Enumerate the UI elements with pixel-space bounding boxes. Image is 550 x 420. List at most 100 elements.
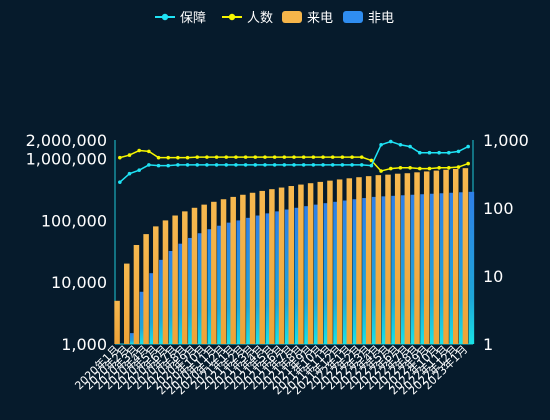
bar-laidian — [288, 186, 294, 344]
legend-bar-swatch — [282, 11, 302, 23]
legend-item-renshu[interactable]: 人数 — [222, 11, 273, 26]
renshu-point — [234, 155, 238, 159]
bar-feidian — [159, 259, 165, 344]
baozhang-point — [379, 142, 383, 147]
baozhang-point — [340, 163, 345, 167]
renshu-point — [340, 155, 345, 159]
bar-laidian — [182, 211, 188, 344]
bar-feidian — [139, 291, 146, 344]
bar-laidian — [414, 172, 420, 344]
renshu-point — [156, 155, 161, 160]
bar-feidian — [371, 196, 378, 344]
legend-marker — [228, 13, 236, 21]
bar-laidian — [114, 300, 120, 344]
bar-feidian — [197, 233, 204, 344]
baozhang-point — [359, 163, 364, 167]
bar-laidian — [133, 244, 140, 344]
bar-laidian — [346, 178, 353, 344]
bar-feidian — [391, 195, 397, 344]
renshu-point — [185, 155, 190, 160]
bar-feidian — [381, 196, 388, 344]
renshu-point — [243, 155, 248, 159]
baozhang-point — [263, 163, 267, 167]
renshu-point — [253, 155, 258, 159]
bar-feidian — [168, 250, 175, 344]
bar-laidian — [462, 168, 469, 344]
renshu-point — [214, 155, 219, 159]
bar-laidian — [259, 190, 265, 344]
y-right-tick-label: 100 — [483, 199, 514, 218]
renshu-point — [272, 155, 277, 159]
renshu-point — [301, 155, 306, 159]
bar-laidian — [423, 171, 430, 344]
renshu-point — [118, 155, 122, 160]
bar-laidian — [298, 184, 304, 344]
renshu-point — [330, 155, 335, 159]
bar-laidian — [240, 194, 246, 344]
bar-feidian — [342, 200, 349, 344]
baozhang-point — [272, 163, 277, 167]
baozhang-point — [137, 168, 141, 172]
bar-feidian — [246, 217, 252, 344]
renshu-point — [466, 161, 470, 166]
baozhang-point — [166, 163, 171, 168]
bar-feidian — [333, 201, 339, 344]
bar-laidian — [172, 215, 178, 344]
bar-laidian — [249, 192, 256, 344]
baozhang-point — [195, 163, 200, 167]
renshu-point — [292, 155, 296, 159]
bar-feidian — [188, 237, 194, 344]
lines — [118, 139, 470, 184]
renshu-point — [350, 155, 354, 159]
bar-laidian — [211, 201, 217, 344]
baozhang-point — [234, 163, 238, 167]
baozhang-point — [147, 163, 151, 167]
bar-feidian — [439, 193, 446, 344]
legend-item-feidian[interactable]: 非电 — [343, 11, 394, 26]
baozhang-point — [427, 150, 432, 155]
bar-laidian — [124, 263, 130, 344]
bar-feidian — [178, 243, 184, 344]
bar-feidian — [458, 192, 465, 344]
renshu-point — [176, 155, 180, 160]
bar-feidian — [313, 204, 320, 344]
legend-item-laidian[interactable]: 来电 — [282, 11, 333, 26]
renshu-point — [417, 166, 422, 171]
bar-feidian — [429, 193, 436, 344]
bar-laidian — [143, 234, 149, 344]
baozhang-point — [214, 163, 219, 167]
bar-feidian — [284, 209, 291, 344]
renshu-point — [166, 155, 171, 160]
baozhang-point — [408, 144, 412, 149]
bar-laidian — [153, 226, 159, 344]
baozhang-point — [282, 163, 287, 167]
bar-laidian — [404, 173, 411, 344]
y-left-tick-label: 1,000 — [61, 335, 107, 354]
bar-laidian — [317, 181, 324, 344]
baozhang-point — [118, 180, 122, 184]
baozhang-point — [176, 163, 180, 167]
renshu-point — [195, 155, 200, 159]
bar-feidian — [352, 199, 359, 344]
renshu-point — [282, 155, 287, 159]
bar-laidian — [191, 207, 198, 344]
legend-label: 保障 — [180, 11, 206, 26]
bar-feidian — [255, 215, 262, 344]
renshu-point — [408, 166, 412, 170]
renshu-point — [224, 155, 229, 159]
baozhang-point — [243, 163, 248, 167]
legend-item-baozhang[interactable]: 保障 — [155, 11, 206, 26]
baozhang-point — [127, 171, 132, 176]
bar-laidian — [443, 169, 449, 344]
bar-feidian — [275, 211, 281, 344]
bar-laidian — [307, 183, 314, 344]
legend-label: 来电 — [307, 11, 333, 26]
renshu-point — [398, 166, 403, 170]
legend[interactable]: 保障 人数 来电 非电 — [155, 11, 394, 26]
baozhang-point — [311, 163, 316, 167]
bar-laidian — [327, 180, 333, 344]
y-right-tick-label: 1 — [483, 335, 493, 354]
bar-laidian — [220, 199, 227, 344]
